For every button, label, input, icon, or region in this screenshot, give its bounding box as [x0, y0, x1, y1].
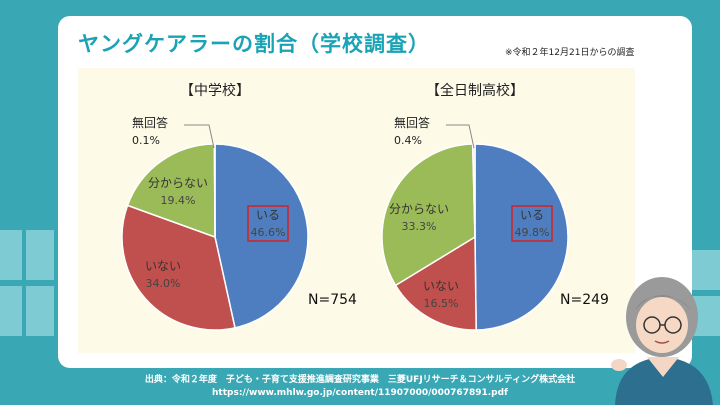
slice-label-1-3: 無回答 0.4%: [394, 115, 475, 149]
svg-text:0.4%: 0.4%: [394, 134, 422, 147]
background-tiles-left: [0, 230, 60, 405]
slice-label-1-0: いる 49.8%: [511, 205, 553, 242]
slice-label-1-2: 分からない 33.3%: [389, 202, 449, 233]
teacher-avatar-illustration: [611, 277, 713, 405]
svg-text:いない: いない: [423, 279, 459, 293]
chart-title-0: 【中学校】: [180, 82, 250, 99]
svg-text:いる: いる: [520, 208, 544, 222]
slice-label-0-3: 無回答 0.1%: [132, 115, 215, 149]
svg-text:49.8%: 49.8%: [515, 226, 550, 239]
svg-text:33.3%: 33.3%: [402, 220, 437, 233]
svg-text:19.4%: 19.4%: [161, 194, 196, 207]
pie-slice-1-1: [394, 235, 477, 331]
svg-text:0.1%: 0.1%: [132, 134, 160, 147]
slice-label-0-0: いる 46.6%: [247, 205, 289, 242]
source-citation: 出典：令和２年度 子ども・子育て支援推進調査研究事業 三菱UFJリサーチ＆コンサ…: [144, 375, 576, 385]
slice-label-1-1: いない 16.5%: [423, 279, 459, 310]
pie-slice-0-2: [126, 143, 216, 239]
page-title: ヤングケアラーの割合（学校調査）: [78, 32, 430, 56]
svg-text:34.0%: 34.0%: [146, 277, 181, 290]
svg-text:分からない: 分からない: [389, 202, 449, 216]
slice-label-0-1: いない 34.0%: [145, 259, 181, 290]
sample-size-1: N=249: [560, 292, 609, 308]
svg-text:いない: いない: [145, 259, 181, 273]
svg-text:いる: いる: [256, 208, 280, 222]
survey-date-note: ※令和２年12月21日からの調査: [505, 48, 635, 58]
svg-text:無回答: 無回答: [394, 115, 430, 130]
svg-text:46.6%: 46.6%: [251, 226, 286, 239]
sample-size-0: N=754: [308, 292, 357, 308]
pie-slice-1-2: [381, 143, 476, 287]
pie-slice-1-0: [474, 143, 569, 331]
source-url: https://www.mhlw.go.jp/content/11907000/…: [212, 388, 508, 398]
pie-slice-0-1: [121, 204, 236, 331]
svg-text:分からない: 分からない: [148, 176, 208, 190]
svg-text:16.5%: 16.5%: [424, 297, 459, 310]
pie-slice-0-3: [213, 143, 216, 238]
slice-label-0-2: 分からない 19.4%: [148, 176, 208, 207]
svg-text:無回答: 無回答: [132, 115, 168, 130]
source-footer: 出典：令和２年度 子ども・子育て支援推進調査研究事業 三菱UFJリサーチ＆コンサ…: [0, 374, 720, 400]
chart-title-1: 【全日制高校】: [426, 82, 524, 99]
pie-slice-0-0: [214, 143, 309, 329]
